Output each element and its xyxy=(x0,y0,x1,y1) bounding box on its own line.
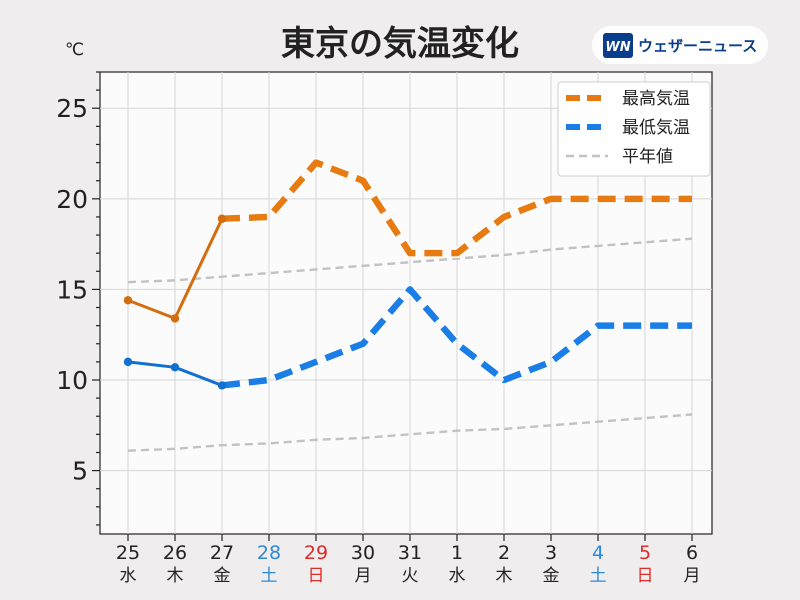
x-tick-label-day-11: 5 xyxy=(639,542,651,564)
y-tick-label-25: 25 xyxy=(56,94,88,123)
x-tick-label-weekday-2: 金 xyxy=(214,566,231,586)
x-tick-label-weekday-5: 月 xyxy=(355,566,372,586)
series-max-point-0 xyxy=(123,296,133,305)
legend-label-min: 最低気温 xyxy=(622,118,690,138)
series-min-point-2 xyxy=(217,381,227,390)
x-tick-label-weekday-4: 日 xyxy=(308,566,325,586)
x-tick-label-day-8: 2 xyxy=(498,542,510,564)
y-axis-unit: ℃ xyxy=(65,40,84,60)
brand-logo-icon: WN xyxy=(603,33,633,58)
x-tick-label-weekday-10: 土 xyxy=(590,566,607,586)
series-max-point-1 xyxy=(170,314,180,323)
x-tick-label-day-12: 6 xyxy=(686,542,698,564)
normal-lines xyxy=(127,237,693,452)
x-tick-label-weekday-0: 水 xyxy=(120,566,137,586)
x-tick-label-day-1: 26 xyxy=(163,542,187,564)
chart-title: 東京の気温変化 xyxy=(281,24,519,64)
brand-logo-letters: WN xyxy=(605,40,630,55)
legend-label-max: 最高気温 xyxy=(622,89,690,109)
series-min-forecast-line xyxy=(221,286,692,389)
brand-logo-square xyxy=(603,33,633,58)
y-tick-label-10: 10 xyxy=(56,366,88,395)
series-max-forecast-line xyxy=(221,159,692,257)
x-tick-label-weekday-1: 木 xyxy=(167,566,184,586)
x-tick-label-day-3: 28 xyxy=(257,542,281,564)
x-tick-label-weekday-8: 木 xyxy=(496,566,513,586)
x-tick-label-day-6: 31 xyxy=(398,542,422,564)
y-tick-label-5: 5 xyxy=(72,457,88,486)
x-tick-label-day-7: 1 xyxy=(451,542,463,564)
x-tick-label-day-4: 29 xyxy=(304,542,328,564)
x-tick-label-weekday-3: 土 xyxy=(261,566,278,586)
x-tick-label-weekday-12: 月 xyxy=(684,566,701,586)
legend-label-normal: 平年値 xyxy=(622,147,673,167)
x-tick-label-weekday-9: 金 xyxy=(543,566,560,586)
x-tick-label-day-2: 27 xyxy=(210,542,234,564)
y-tick-label-15: 15 xyxy=(56,275,88,304)
series-min-point-1 xyxy=(170,363,180,372)
series-min-point-0 xyxy=(123,357,133,367)
y-tick-label-20: 20 xyxy=(56,185,88,214)
brand-badge: WN ウェザーニュース xyxy=(592,26,768,64)
series-max-point-2 xyxy=(217,214,227,223)
x-tick-label-weekday-11: 日 xyxy=(637,566,654,586)
normal-upper-line xyxy=(127,237,693,284)
brand-badge-background xyxy=(592,26,768,64)
x-tick-label-weekday-6: 火 xyxy=(402,566,419,586)
brand-name: ウェザーニュース xyxy=(638,37,757,55)
legend: 最高気温 最低気温 平年値 xyxy=(557,81,711,177)
x-tick-label-weekday-7: 水 xyxy=(449,566,466,586)
x-tick-label-day-5: 30 xyxy=(351,542,375,564)
series-lines xyxy=(123,157,692,391)
x-tick-label-day-10: 4 xyxy=(592,542,604,564)
axes xyxy=(92,71,693,541)
legend-box xyxy=(557,81,711,177)
normal-lower-line xyxy=(127,413,693,452)
x-tick-label-day-0: 25 xyxy=(116,542,140,564)
x-tick-label-day-9: 3 xyxy=(545,542,557,564)
y-tick-labels: 5 10 15 20 25 xyxy=(56,94,88,485)
